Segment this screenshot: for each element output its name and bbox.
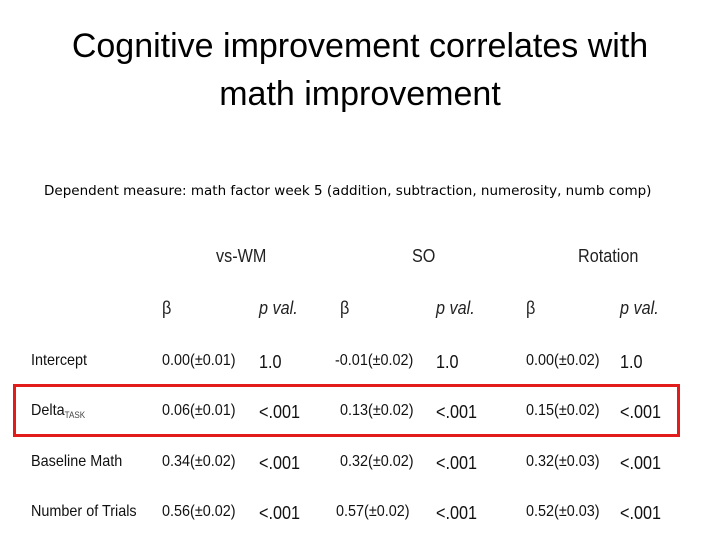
baseline-so-p: <.001 bbox=[436, 453, 477, 473]
intercept-vs-wm-p: 1.0 bbox=[259, 352, 282, 372]
baseline-vs-wm-p: <.001 bbox=[259, 453, 300, 473]
baseline-rotation-beta: 0.32(±0.03) bbox=[526, 453, 600, 470]
group-header-rotation: Rotation bbox=[578, 246, 639, 266]
delta-so-p: <.001 bbox=[436, 402, 477, 422]
intercept-rotation-p: 1.0 bbox=[620, 352, 643, 372]
intercept-rotation-beta: 0.00(±0.02) bbox=[526, 352, 600, 369]
trials-so-p: <.001 bbox=[436, 503, 477, 523]
baseline-rotation-p: <.001 bbox=[620, 453, 661, 473]
delta-vs-wm-p: <.001 bbox=[259, 402, 300, 422]
intercept-so-beta: -0.01(±0.02) bbox=[335, 352, 414, 369]
row-label-number-of-trials: Number of Trials bbox=[31, 503, 137, 520]
slide-title: Cognitive improvement correlates with ma… bbox=[0, 22, 720, 118]
title-line-2: math improvement bbox=[219, 75, 501, 113]
subheader-p-val: p val. bbox=[620, 298, 659, 318]
subheader-p-val: p val. bbox=[259, 298, 298, 318]
row-label-baseline-math: Baseline Math bbox=[31, 453, 123, 470]
delta-vs-wm-beta: 0.06(±0.01) bbox=[162, 402, 236, 419]
group-header-so: SO bbox=[412, 246, 436, 266]
dependent-measure-caption: Dependent measure: math factor week 5 (a… bbox=[44, 183, 652, 199]
subheader-beta: β bbox=[526, 298, 536, 318]
trials-so-beta: 0.57(±0.02) bbox=[336, 503, 410, 520]
trials-vs-wm-beta: 0.56(±0.02) bbox=[162, 503, 236, 520]
trials-rotation-p: <.001 bbox=[620, 503, 661, 523]
delta-rotation-beta: 0.15(±0.02) bbox=[526, 402, 600, 419]
intercept-vs-wm-beta: 0.00(±0.01) bbox=[162, 352, 236, 369]
row-label-intercept: Intercept bbox=[31, 352, 88, 369]
baseline-vs-wm-beta: 0.34(±0.02) bbox=[162, 453, 236, 470]
intercept-so-p: 1.0 bbox=[436, 352, 459, 372]
delta-subscript: TASK bbox=[64, 410, 86, 420]
delta-row-highlight-box bbox=[13, 384, 680, 437]
delta-so-beta: 0.13(±0.02) bbox=[340, 402, 414, 419]
trials-vs-wm-p: <.001 bbox=[259, 503, 300, 523]
subheader-beta: β bbox=[340, 298, 350, 318]
subheader-beta: β bbox=[162, 298, 172, 318]
baseline-so-beta: 0.32(±0.02) bbox=[340, 453, 414, 470]
delta-rotation-p: <.001 bbox=[620, 402, 661, 422]
subheader-p-val: p val. bbox=[436, 298, 475, 318]
title-line-1: Cognitive improvement correlates with bbox=[71, 27, 649, 65]
delta-label: Delta bbox=[31, 402, 65, 419]
group-header-vs-wm: vs-WM bbox=[216, 246, 267, 266]
trials-rotation-beta: 0.52(±0.03) bbox=[526, 503, 600, 520]
row-label-delta-task: DeltaTASK bbox=[31, 402, 85, 420]
